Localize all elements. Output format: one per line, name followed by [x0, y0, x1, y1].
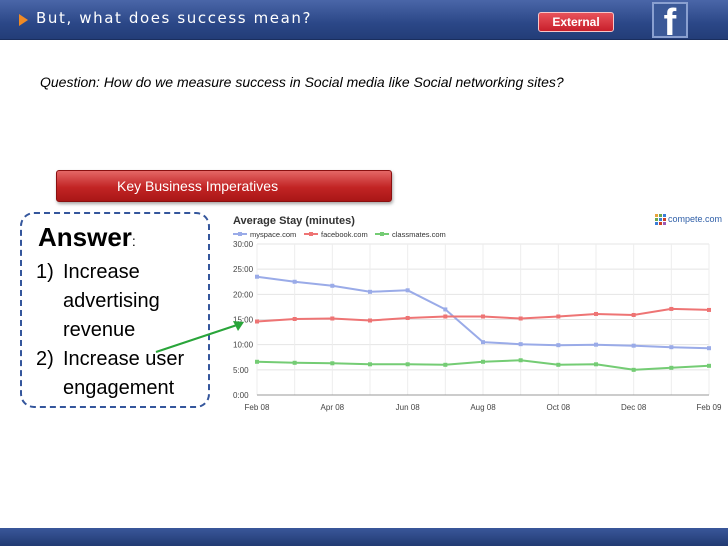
footer-bar	[0, 528, 728, 546]
facebook-icon: f	[652, 2, 688, 38]
compete-logo-dot	[655, 218, 658, 221]
question-text: Question: How do we measure success in S…	[40, 74, 564, 90]
list-item-number: 2)	[36, 348, 54, 370]
annotation-arrow	[155, 324, 238, 353]
data-point	[707, 307, 711, 312]
data-point	[255, 274, 259, 279]
y-tick-label: 20:00	[233, 290, 254, 299]
compete-logo-dot	[659, 222, 662, 225]
x-tick-label: Feb 09	[697, 403, 722, 412]
data-point	[292, 279, 297, 284]
data-point	[443, 362, 448, 367]
answer-box	[20, 212, 210, 408]
data-point	[594, 362, 598, 367]
data-point	[518, 358, 523, 363]
title-bar: But, what does success mean? External f	[0, 0, 728, 40]
legend-marker	[380, 232, 384, 236]
chart-title: Average Stay (minutes)	[233, 215, 355, 227]
data-point	[255, 359, 259, 364]
data-point	[556, 314, 561, 319]
y-tick-label: 5:00	[233, 366, 249, 375]
data-point	[330, 361, 335, 366]
y-tick-label: 15:00	[233, 316, 254, 325]
y-tick-label: 30:00	[233, 240, 254, 249]
data-point	[405, 362, 410, 367]
x-tick-label: Jun 08	[396, 403, 421, 412]
data-point	[292, 316, 297, 321]
key-business-imperatives-button[interactable]: Key Business Imperatives	[56, 170, 392, 202]
data-point	[518, 342, 523, 347]
compete-logo-dot	[663, 214, 666, 217]
data-point	[330, 283, 335, 288]
y-tick-label: 25:00	[233, 265, 254, 274]
data-point	[368, 362, 372, 367]
answer-heading: Answer:	[38, 222, 136, 253]
legend-entry: classmates.com	[392, 230, 446, 239]
x-tick-label: Oct 08	[547, 403, 571, 412]
data-point	[368, 318, 372, 323]
answer-heading-text: Answer	[38, 222, 132, 252]
data-point	[481, 359, 485, 364]
legend-entry: myspace.com	[250, 230, 296, 239]
data-point	[631, 312, 636, 317]
answer-list: 1) Increase advertising revenue 2) Incre…	[36, 258, 236, 403]
data-point	[707, 363, 711, 368]
slide-title: But, what does success mean?	[36, 9, 313, 27]
data-point	[707, 346, 711, 351]
data-point	[481, 340, 485, 345]
legend-marker	[309, 232, 313, 236]
y-tick-label: 10:00	[233, 341, 254, 350]
list-item: 1) Increase advertising revenue	[36, 258, 236, 345]
list-item-number: 1)	[36, 261, 54, 283]
compete-brand: compete.com	[668, 214, 722, 224]
x-tick-label: Feb 08	[245, 403, 270, 412]
data-point	[443, 314, 448, 319]
x-tick-label: Apr 08	[321, 403, 345, 412]
legend-entry: facebook.com	[321, 230, 368, 239]
data-point	[255, 319, 259, 324]
data-point	[631, 367, 636, 372]
data-point	[330, 316, 335, 321]
data-point	[631, 343, 636, 348]
data-point	[518, 316, 523, 321]
legend-marker	[238, 232, 242, 236]
data-point	[368, 289, 372, 294]
x-tick-label: Dec 08	[621, 403, 647, 412]
x-tick-label: Aug 08	[470, 403, 496, 412]
list-item: 2) Increase user engagement	[36, 345, 236, 403]
list-item-text: Increase user engagement	[63, 348, 185, 399]
compete-logo-dot	[659, 214, 662, 217]
data-point	[594, 311, 598, 316]
compete-logo-dot	[655, 214, 658, 217]
annotation-arrowhead	[233, 321, 244, 331]
external-badge: External	[538, 12, 614, 32]
compete-logo-dot	[663, 222, 666, 225]
data-point	[405, 315, 410, 320]
compete-logo-dot	[659, 218, 662, 221]
data-point	[556, 343, 561, 348]
arrow-bullet-icon	[19, 14, 28, 26]
data-point	[405, 288, 410, 293]
data-point	[669, 365, 674, 370]
data-point	[594, 342, 598, 347]
answer-colon: :	[131, 233, 136, 249]
data-point	[669, 306, 674, 311]
list-item-text: Increase advertising revenue	[63, 261, 160, 341]
data-point	[669, 345, 674, 350]
compete-logo-dot	[663, 218, 666, 221]
data-point	[481, 314, 485, 319]
data-point	[292, 360, 297, 365]
data-point	[443, 307, 448, 312]
compete-logo-dot	[655, 222, 658, 225]
y-tick-label: 0:00	[233, 391, 249, 400]
data-point	[556, 362, 561, 367]
